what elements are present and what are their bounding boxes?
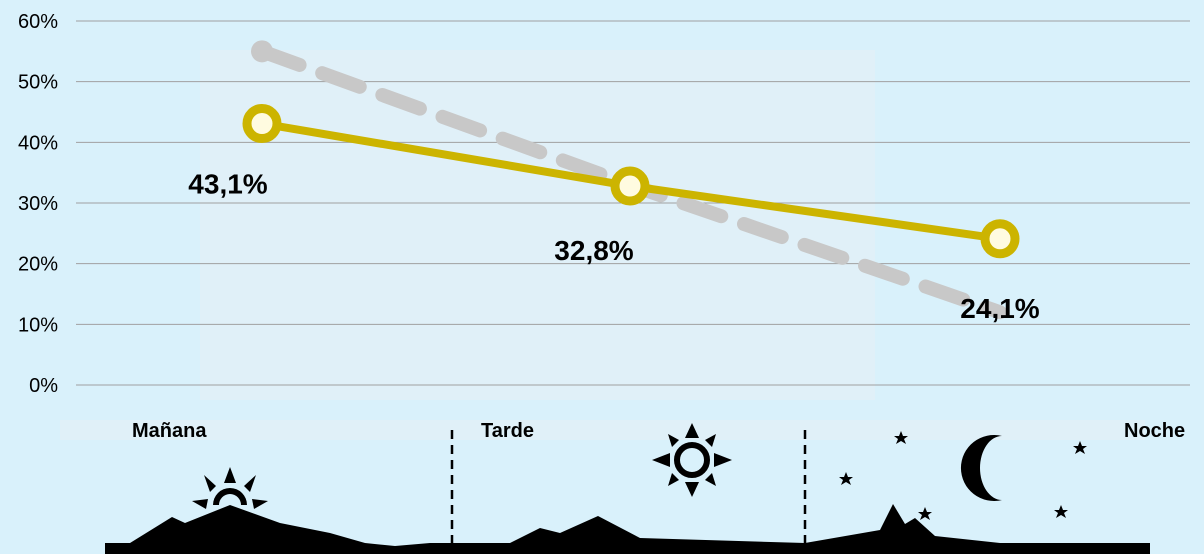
sunrise-icon	[192, 467, 268, 509]
period-label-manana: Mañana	[132, 420, 207, 442]
star-icon	[1073, 441, 1087, 454]
star-icon	[918, 507, 932, 520]
series-layer	[242, 40, 1020, 320]
data-labels-layer: 43,1% 32,8% 24,1%	[188, 169, 1039, 324]
y-axis-tick-labels: 0% 10% 20% 30% 40% 50% 60%	[18, 11, 58, 397]
y-tick-label: 0%	[29, 375, 58, 397]
sun-icon	[652, 423, 732, 497]
period-panel	[60, 420, 1145, 440]
data-label: 32,8%	[554, 235, 633, 266]
period-label-tarde: Tarde	[481, 420, 534, 442]
mountain-silhouette	[105, 504, 1150, 554]
star-icon	[839, 472, 853, 485]
star-icon	[1054, 505, 1068, 518]
y-tick-label: 50%	[18, 72, 58, 94]
star-icon	[894, 431, 908, 444]
period-label-noche: Noche	[1124, 420, 1185, 442]
data-label: 43,1%	[188, 169, 267, 200]
y-tick-label: 30%	[18, 193, 58, 215]
moon-icon	[960, 435, 1002, 501]
series-point-dashed	[251, 40, 273, 63]
series-point	[980, 219, 1020, 259]
y-tick-label: 20%	[18, 254, 58, 276]
y-tick-label: 60%	[18, 11, 58, 33]
day-night-scene	[105, 423, 1150, 554]
series-point	[610, 166, 650, 206]
data-label: 24,1%	[960, 293, 1039, 324]
series-point	[242, 104, 282, 144]
y-tick-label: 10%	[18, 314, 58, 336]
plot-panel	[200, 50, 875, 400]
y-tick-label: 40%	[18, 132, 58, 154]
